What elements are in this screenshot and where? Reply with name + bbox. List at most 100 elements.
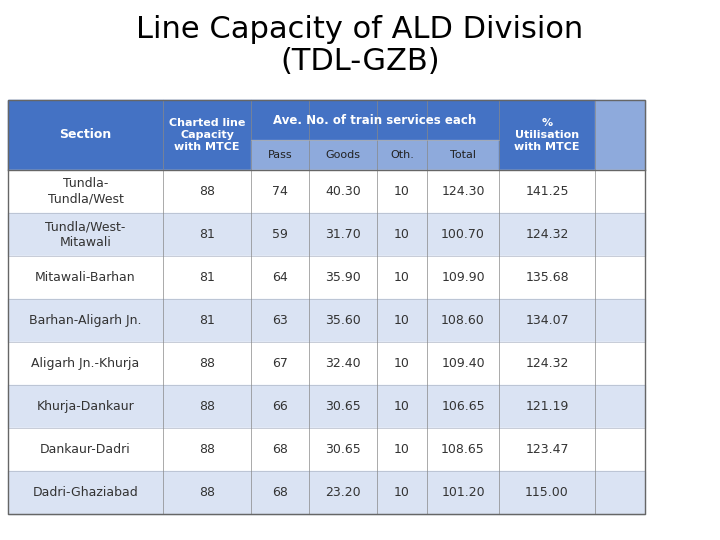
Bar — [8, 100, 645, 514]
Text: Oth.: Oth. — [390, 150, 414, 160]
Bar — [309, 385, 377, 428]
Bar — [595, 100, 645, 170]
Bar — [8, 428, 163, 471]
Text: Dadri-Ghaziabad: Dadri-Ghaziabad — [32, 486, 138, 499]
Bar — [8, 213, 163, 256]
Text: 115.00: 115.00 — [525, 486, 569, 499]
Text: 124.30: 124.30 — [441, 185, 485, 198]
Bar — [251, 213, 309, 256]
Bar — [309, 342, 377, 385]
Bar — [309, 471, 377, 514]
Bar — [499, 100, 595, 170]
Bar — [427, 140, 499, 170]
Bar — [251, 170, 309, 213]
Bar — [427, 256, 499, 299]
Bar — [427, 342, 499, 385]
Bar — [8, 385, 163, 428]
Text: 68: 68 — [272, 486, 288, 499]
Text: 101.20: 101.20 — [441, 486, 485, 499]
Bar — [251, 471, 309, 514]
Text: 10: 10 — [394, 228, 410, 241]
Bar — [377, 299, 427, 342]
Text: 40.30: 40.30 — [325, 185, 361, 198]
Text: Mitawali-Barhan: Mitawali-Barhan — [35, 271, 136, 284]
Text: 10: 10 — [394, 486, 410, 499]
Bar — [427, 213, 499, 256]
Text: 81: 81 — [199, 228, 215, 241]
Text: 32.40: 32.40 — [325, 357, 361, 370]
Bar — [427, 471, 499, 514]
Bar — [377, 385, 427, 428]
Bar — [309, 428, 377, 471]
Text: 10: 10 — [394, 314, 410, 327]
Bar — [163, 471, 251, 514]
Text: 10: 10 — [394, 443, 410, 456]
Text: 59: 59 — [272, 228, 288, 241]
Text: Tundla/West-
Mitawali: Tundla/West- Mitawali — [45, 220, 126, 249]
Bar — [309, 213, 377, 256]
Text: 10: 10 — [394, 185, 410, 198]
Bar — [499, 299, 595, 342]
Bar — [251, 299, 309, 342]
Bar — [163, 385, 251, 428]
Bar — [595, 385, 645, 428]
Text: 108.65: 108.65 — [441, 443, 485, 456]
Text: (TDL-GZB): (TDL-GZB) — [280, 48, 440, 77]
Bar — [499, 170, 595, 213]
Text: 30.65: 30.65 — [325, 400, 361, 413]
Text: 108.60: 108.60 — [441, 314, 485, 327]
Bar — [251, 140, 309, 170]
Text: 88: 88 — [199, 443, 215, 456]
Bar — [595, 342, 645, 385]
Bar — [251, 428, 309, 471]
Bar — [499, 342, 595, 385]
Text: 35.90: 35.90 — [325, 271, 361, 284]
Text: Total: Total — [450, 150, 476, 160]
Bar — [595, 299, 645, 342]
Text: 81: 81 — [199, 271, 215, 284]
Text: 88: 88 — [199, 400, 215, 413]
Bar — [163, 428, 251, 471]
Bar — [499, 471, 595, 514]
Text: 10: 10 — [394, 271, 410, 284]
Text: 124.32: 124.32 — [526, 228, 569, 241]
Text: Dankaur-Dadri: Dankaur-Dadri — [40, 443, 131, 456]
Text: 81: 81 — [199, 314, 215, 327]
Bar — [595, 471, 645, 514]
Text: 66: 66 — [272, 400, 288, 413]
Bar — [499, 385, 595, 428]
Bar — [427, 299, 499, 342]
Text: %
Utilisation
with MTCE: % Utilisation with MTCE — [514, 118, 580, 152]
Bar — [8, 100, 163, 170]
Bar — [8, 256, 163, 299]
Bar — [163, 299, 251, 342]
Bar — [163, 256, 251, 299]
Text: Barhan-Aligarh Jn.: Barhan-Aligarh Jn. — [30, 314, 142, 327]
Bar — [377, 256, 427, 299]
Text: 109.90: 109.90 — [441, 271, 485, 284]
Bar — [8, 170, 163, 213]
Bar — [251, 385, 309, 428]
Bar — [8, 342, 163, 385]
Text: 35.60: 35.60 — [325, 314, 361, 327]
Bar — [309, 170, 377, 213]
Text: 67: 67 — [272, 357, 288, 370]
Text: 88: 88 — [199, 357, 215, 370]
Text: 88: 88 — [199, 486, 215, 499]
Text: 100.70: 100.70 — [441, 228, 485, 241]
Text: Section: Section — [59, 129, 112, 141]
Text: Charted line
Capacity
with MTCE: Charted line Capacity with MTCE — [168, 118, 246, 152]
Bar — [427, 385, 499, 428]
Bar — [377, 428, 427, 471]
Bar — [309, 299, 377, 342]
Bar — [163, 100, 251, 170]
Bar — [499, 213, 595, 256]
Bar — [377, 342, 427, 385]
Bar — [251, 342, 309, 385]
Bar — [251, 100, 499, 140]
Bar — [377, 170, 427, 213]
Text: Khurja-Dankaur: Khurja-Dankaur — [37, 400, 135, 413]
Bar — [8, 471, 163, 514]
Text: 74: 74 — [272, 185, 288, 198]
Text: Aligarh Jn.-Khurja: Aligarh Jn.-Khurja — [32, 357, 140, 370]
